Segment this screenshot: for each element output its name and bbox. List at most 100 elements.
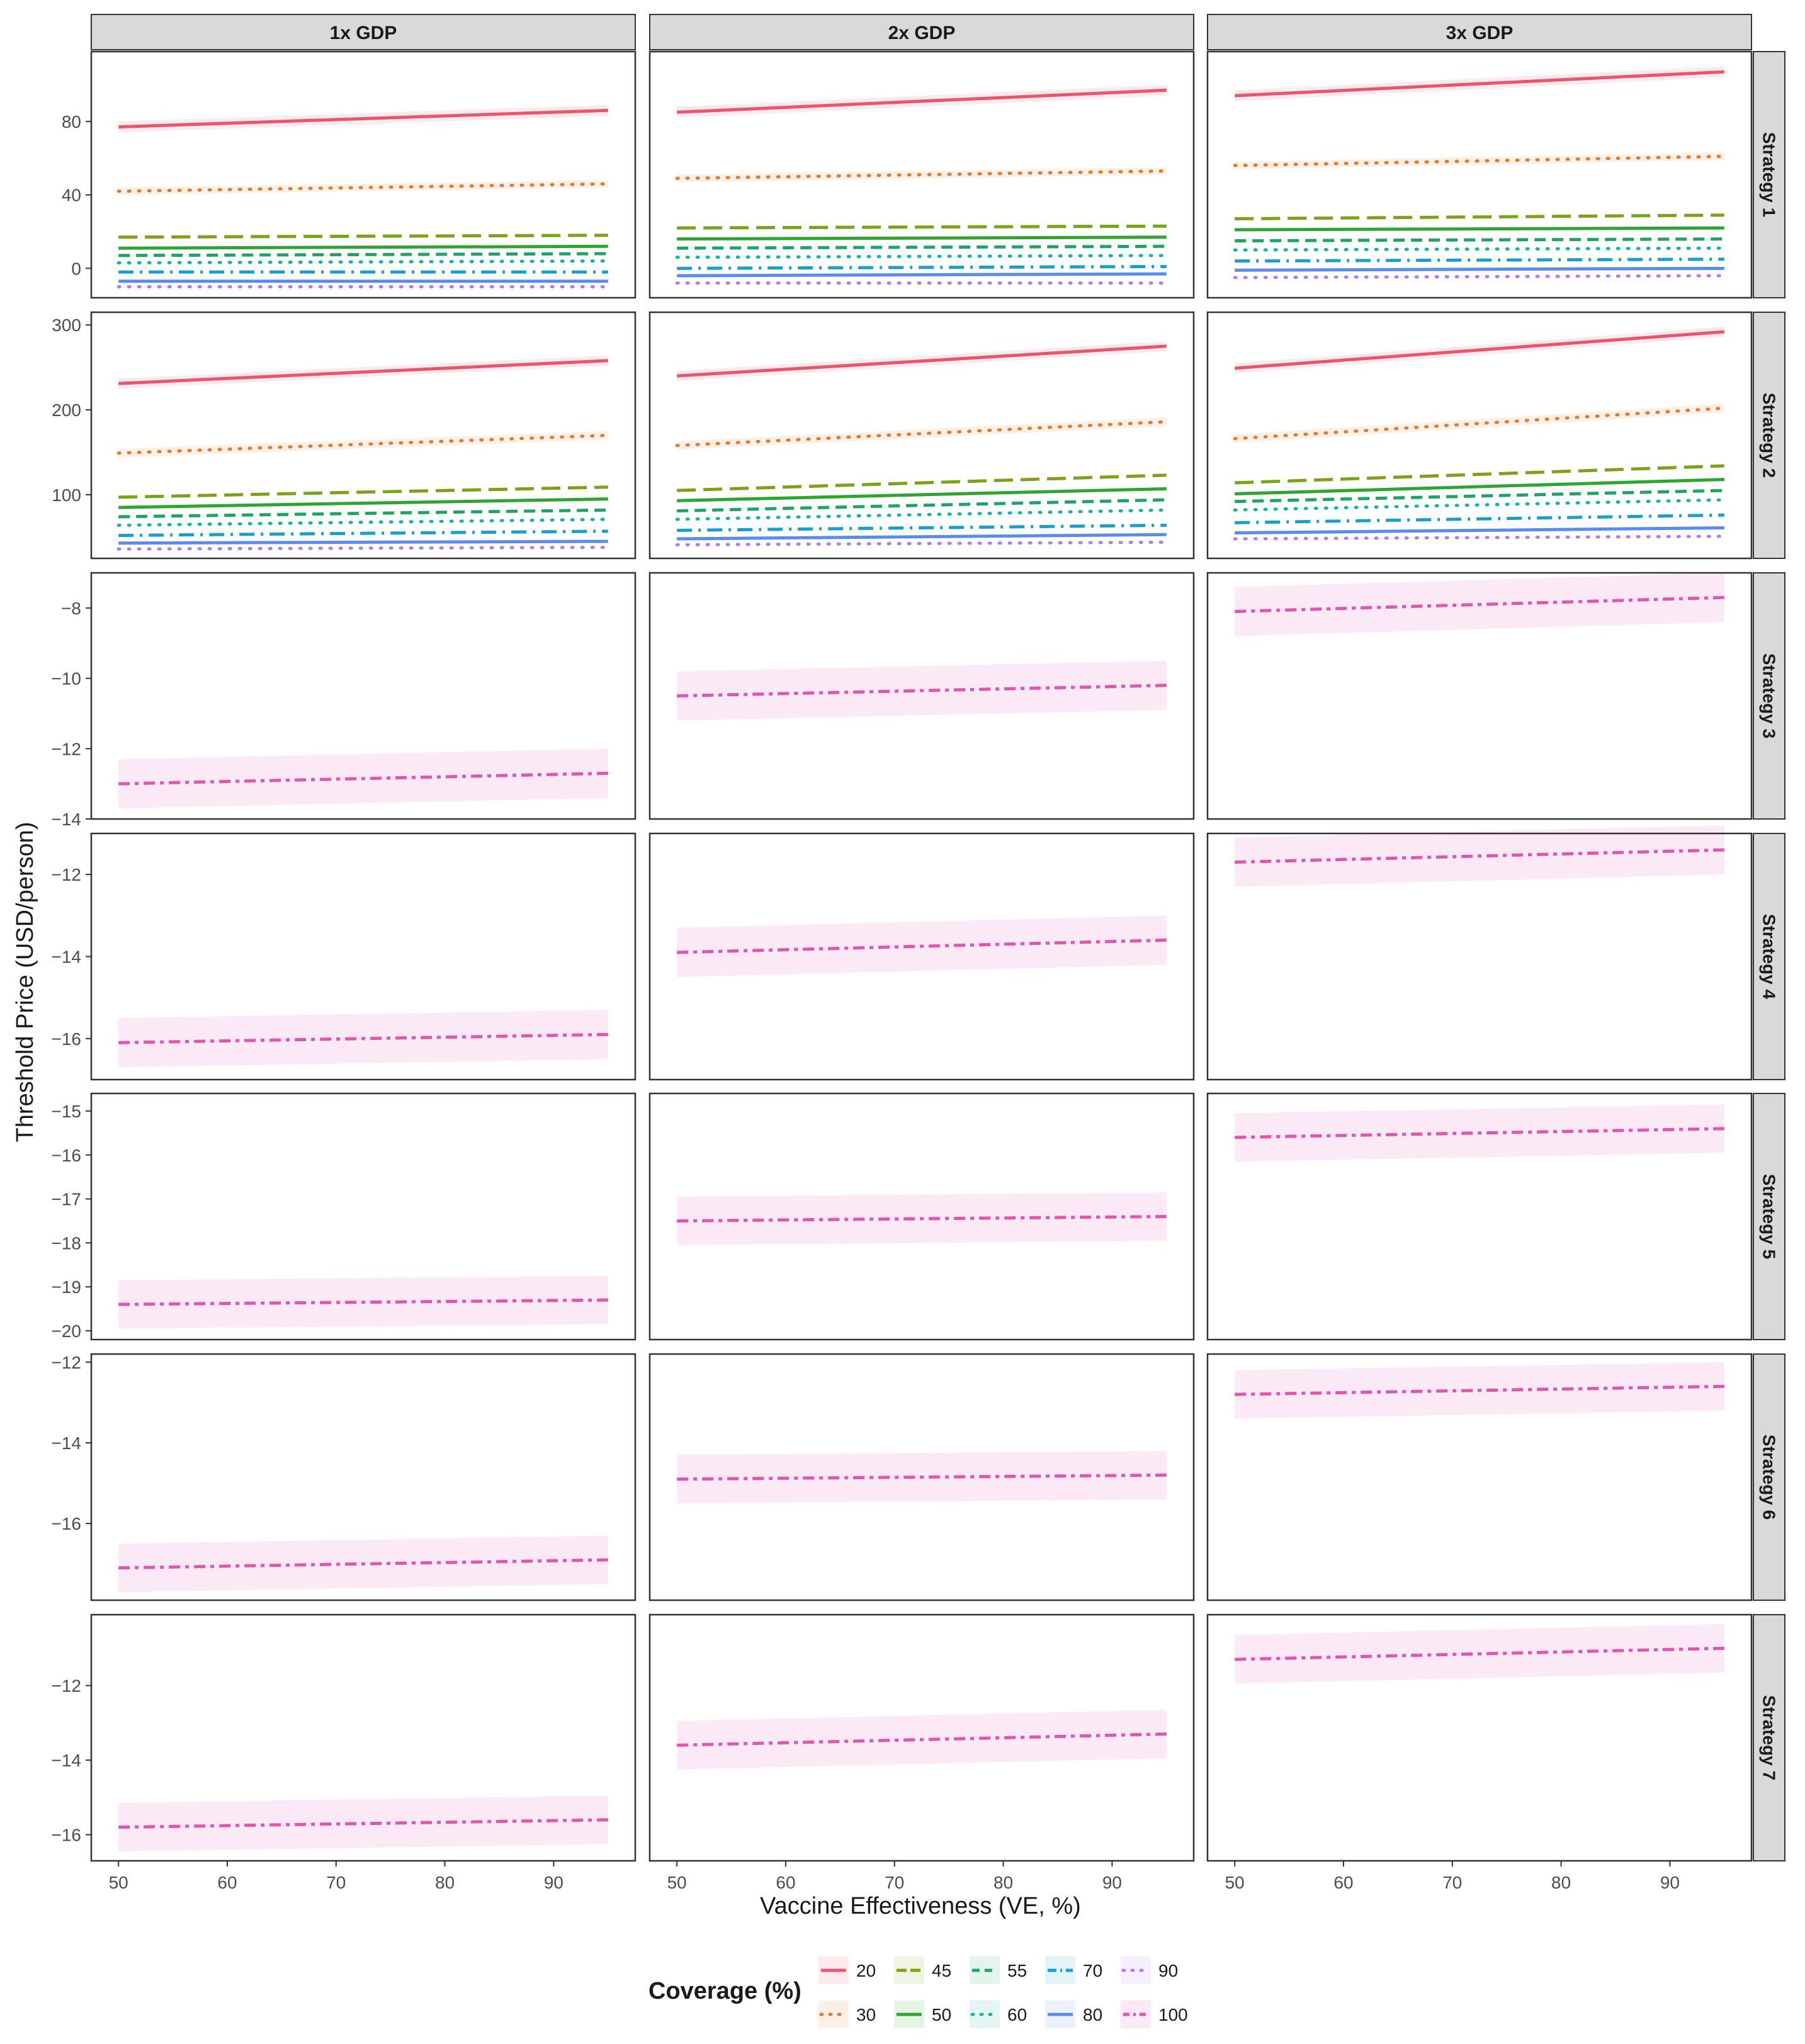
panel-background — [91, 1615, 635, 1861]
panel — [1206, 572, 1753, 820]
panel-background — [91, 1093, 635, 1340]
series-line-coverage-50 — [677, 235, 1167, 241]
series-line-coverage-100 — [1235, 1127, 1724, 1139]
facet-strip-column-label: 2x GDP — [888, 23, 956, 43]
series-line-coverage-90 — [116, 545, 610, 551]
series-line-coverage-100 — [677, 1473, 1167, 1481]
panel-border — [1206, 832, 1753, 1081]
panel: −20 −19 −18 −17 −16 −15 — [52, 1092, 637, 1341]
series-line-coverage-100 — [677, 1215, 1167, 1222]
panel — [648, 1353, 1195, 1601]
series-line-coverage-20 — [1235, 330, 1724, 370]
panel: −16 −14 −12 — [52, 1353, 637, 1601]
series-line-coverage-100 — [1235, 1646, 1724, 1661]
legend-label: 45 — [932, 1961, 951, 1980]
confidence-band — [677, 417, 1167, 450]
legend-label: 30 — [856, 2005, 876, 2024]
y-tick-label: −20 — [52, 1321, 82, 1341]
series-line-coverage-90 — [1233, 534, 1726, 541]
panel-border — [1206, 50, 1753, 299]
panel-background — [91, 1354, 635, 1600]
x-tick-label: 50 — [109, 1873, 128, 1892]
series-line-coverage-20 — [1235, 70, 1724, 98]
facet-strip-row-label: Strategy 3 — [1760, 653, 1779, 738]
x-tick-label: 80 — [993, 1873, 1013, 1892]
panel-background — [650, 312, 1194, 558]
panel — [648, 50, 1195, 299]
series-line-coverage-80 — [118, 539, 608, 545]
series-line-coverage-20 — [677, 88, 1167, 114]
facet-strip-row-label: Strategy 1 — [1760, 132, 1779, 217]
series-line-coverage-20 — [118, 359, 608, 385]
panel: 0 40 80 — [62, 50, 637, 299]
panel-background — [1208, 1615, 1751, 1861]
confidence-band — [118, 431, 608, 458]
confidence-band — [677, 167, 1167, 183]
panel-border — [1206, 1353, 1753, 1601]
x-tick-label: 90 — [1660, 1873, 1680, 1892]
facet-strip-row — [1753, 572, 1785, 820]
facet-strip-row — [1753, 51, 1785, 298]
y-tick-label: −8 — [61, 599, 81, 618]
series-line-coverage-70 — [1235, 513, 1724, 524]
series-line-coverage-100 — [118, 1818, 608, 1829]
series-line-coverage-70 — [677, 264, 1167, 270]
y-tick-label: −10 — [52, 669, 82, 689]
series-line-coverage-50 — [118, 497, 608, 509]
panel-border — [90, 1353, 637, 1601]
panel — [648, 572, 1195, 820]
facet-strip-row — [1753, 1614, 1785, 1861]
series-line-coverage-70 — [118, 529, 608, 538]
x-tick-label: 70 — [885, 1873, 904, 1892]
series-line-coverage-45 — [677, 473, 1167, 492]
panel-border — [648, 832, 1195, 1081]
y-axis-title: Threshold Price (USD/person) — [12, 822, 38, 1143]
legend-label: 80 — [1083, 2005, 1102, 2024]
y-tick-label: −12 — [52, 1676, 82, 1696]
y-tick-label: 100 — [52, 485, 81, 505]
series-line-coverage-55 — [1235, 237, 1724, 243]
confidence-band — [1235, 404, 1724, 443]
series-line-coverage-60 — [675, 508, 1168, 521]
panel-background — [650, 573, 1194, 819]
y-tick-label: −17 — [52, 1190, 82, 1209]
series-line-coverage-30 — [116, 182, 610, 193]
facet-strip-column-label: 3x GDP — [1446, 23, 1514, 43]
legend-title: Coverage (%) — [648, 1978, 801, 2004]
series-line-coverage-55 — [677, 244, 1167, 250]
panel-background — [1208, 573, 1751, 819]
y-tick-label: −16 — [52, 1146, 82, 1165]
x-tick-label: 60 — [776, 1873, 795, 1892]
panel — [648, 1092, 1195, 1341]
panel: −16 −14 −12 50 60 70 80 90 — [52, 1613, 637, 1892]
y-tick-label: −15 — [52, 1102, 82, 1121]
series-line-coverage-50 — [677, 487, 1167, 502]
series-line-coverage-30 — [1233, 154, 1726, 167]
x-tick-label: 50 — [1225, 1873, 1245, 1892]
series-line-coverage-100 — [118, 1298, 608, 1306]
y-tick-label: −19 — [52, 1277, 82, 1297]
series-line-coverage-100 — [118, 771, 608, 786]
y-tick-label: −12 — [52, 1353, 82, 1372]
series-line-coverage-100 — [1235, 848, 1724, 864]
y-tick-label: 40 — [62, 186, 81, 205]
x-tick-label: 60 — [217, 1873, 237, 1892]
panel-border — [648, 1092, 1195, 1341]
series-line-coverage-30 — [116, 434, 610, 455]
panel-border — [90, 311, 637, 560]
y-tick-label: −14 — [52, 810, 82, 829]
legend-label: 50 — [932, 2005, 951, 2024]
panel: 50 60 70 80 90 — [1206, 1613, 1753, 1892]
series-line-coverage-45 — [118, 234, 608, 239]
y-tick-label: 300 — [52, 315, 81, 335]
y-tick-label: −16 — [52, 1029, 82, 1049]
facet-strip-row-label: Strategy 5 — [1760, 1174, 1779, 1259]
series-line-coverage-80 — [1235, 266, 1724, 272]
facet-strip-row — [1753, 1093, 1785, 1340]
series-line-coverage-100 — [1235, 596, 1724, 613]
series-line-coverage-70 — [677, 523, 1167, 533]
facet-strip-row — [1753, 1353, 1785, 1601]
panel-background — [650, 833, 1194, 1080]
series-line-coverage-55 — [677, 498, 1167, 512]
